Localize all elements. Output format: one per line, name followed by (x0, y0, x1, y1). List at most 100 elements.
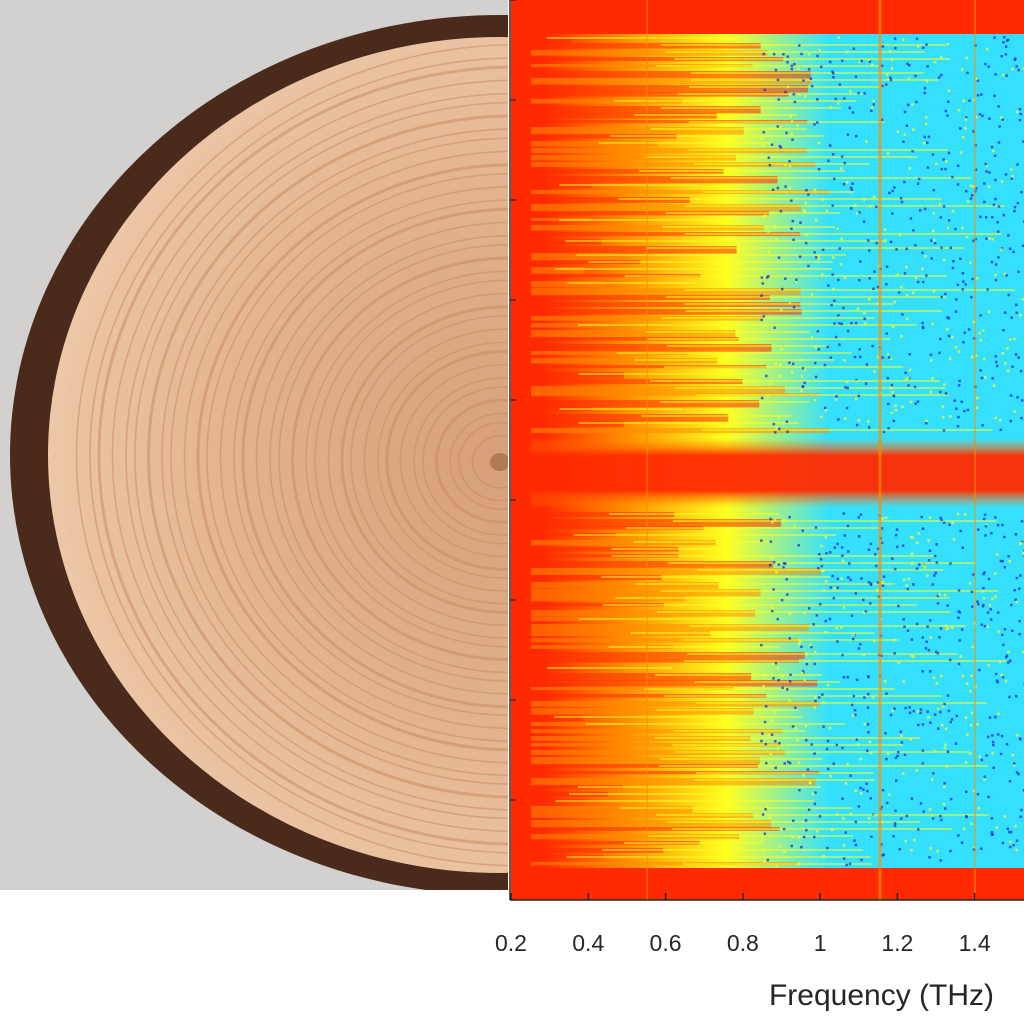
heatmap-noise-dot (807, 808, 811, 811)
heatmap-noise-dot (764, 674, 767, 677)
heatmap-noise-dot (760, 318, 763, 322)
heatmap-noise-dot (902, 680, 906, 683)
heatmap-noise-dot (767, 733, 770, 737)
heatmap-noise-dot (895, 545, 899, 549)
heatmap-noise-dot (947, 219, 951, 222)
heatmap-noise-dot (997, 256, 1000, 259)
heatmap-noise-dot (809, 643, 812, 647)
heatmap-noise-dot (904, 706, 907, 710)
heatmap-noise-dot (946, 627, 950, 630)
heatmap-noise-dot (922, 810, 925, 813)
heatmap-noise-dot (925, 79, 929, 83)
heatmap-noise-dot (790, 132, 793, 136)
heatmap-noise-dot (811, 84, 814, 88)
heatmap-noise-dot (817, 696, 821, 699)
heatmap-noise-dot (854, 592, 857, 595)
heatmap-noise-dot (946, 604, 949, 607)
heatmap-noise-dot (762, 143, 765, 147)
heatmap-streak (511, 274, 701, 278)
heatmap-noise-dot (919, 711, 922, 715)
heatmap-noise-dot (1001, 676, 1005, 679)
heatmap-noise-dot (929, 353, 933, 357)
x-tick-label: 0.2 (495, 930, 527, 956)
heatmap-noise-dot (779, 125, 782, 128)
heatmap-noise-dot (814, 526, 818, 529)
growth-ring (363, 328, 508, 592)
heatmap-noise-dot (905, 317, 909, 320)
heatmap-streak (634, 359, 835, 361)
heatmap-noise-dot (958, 639, 961, 642)
heatmap-noise-dot (933, 749, 937, 753)
heatmap-noise-dot (972, 239, 975, 243)
heatmap-noise-dot (779, 374, 782, 378)
heatmap-noise-dot (887, 427, 890, 430)
heatmap-noise-dot (806, 768, 810, 771)
heatmap-streak (615, 597, 950, 599)
heatmap-noise-dot (966, 682, 969, 685)
heatmap-noise-dot (838, 247, 841, 250)
heatmap-noise-dot (866, 723, 870, 726)
heatmap-noise-dot (884, 239, 887, 242)
heatmap-noise-dot (963, 513, 967, 516)
heatmap-noise-dot (788, 515, 791, 519)
heatmap-streak (511, 134, 677, 139)
heatmap-noise-dot (816, 330, 820, 333)
heatmap-noise-dot (965, 116, 968, 119)
heatmap-noise-dot (931, 153, 935, 156)
heatmap-noise-dot (800, 845, 803, 849)
heatmap-noise-dot (774, 740, 777, 743)
heatmap-noise-dot (1003, 535, 1006, 539)
heatmap-noise-dot (995, 364, 999, 368)
heatmap-streak (511, 106, 761, 114)
heatmap-noise-dot (983, 625, 987, 628)
heatmap-noise-dot (991, 377, 994, 380)
heatmap-noise-dot (885, 265, 889, 268)
heatmap-noise-dot (867, 692, 870, 696)
heatmap-noise-dot (947, 100, 950, 103)
heatmap-streak (602, 849, 864, 851)
heatmap-noise-dot (919, 708, 923, 711)
heatmap-noise-dot (926, 574, 929, 577)
heatmap-noise-dot (925, 640, 928, 643)
heatmap-noise-dot (842, 512, 845, 515)
heatmap-noise-dot (969, 752, 972, 755)
heatmap-noise-dot (907, 384, 910, 387)
heatmap-noise-dot (841, 653, 844, 657)
heatmap-noise-dot (891, 391, 894, 394)
growth-ring (377, 341, 508, 579)
heatmap-noise-dot (822, 701, 825, 704)
growth-ring (327, 292, 508, 627)
heatmap-noise-dot (940, 723, 944, 727)
heatmap-noise-dot (904, 371, 907, 374)
heatmap-noise-dot (1008, 560, 1011, 563)
heatmap-noise-dot (935, 682, 939, 685)
heatmap-noise-dot (939, 516, 942, 520)
heatmap-noise-dot (933, 713, 937, 716)
heatmap-streak (569, 793, 739, 795)
heatmap-noise-dot (889, 713, 893, 717)
heatmap-noise-dot (963, 409, 966, 413)
heatmap-noise-dot (761, 282, 764, 285)
heatmap-noise-dot (908, 353, 911, 356)
heatmap-streak (511, 414, 729, 422)
heatmap-noise-dot (881, 356, 884, 359)
heatmap-noise-dot (891, 325, 895, 328)
heatmap-noise-dot (842, 817, 845, 820)
heatmap-noise-dot (1017, 68, 1020, 72)
heatmap-streak (511, 652, 805, 660)
heatmap-noise-dot (798, 640, 801, 643)
wood-slice-illustration (0, 0, 508, 890)
heatmap-streak (646, 247, 965, 249)
heatmap-noise-dot (773, 710, 776, 713)
heatmap-noise-dot (797, 642, 801, 646)
heatmap-noise-dot (785, 131, 788, 135)
heatmap-noise-dot (1000, 734, 1004, 738)
heatmap-streak (511, 554, 679, 558)
heatmap-noise-dot (863, 696, 866, 699)
heatmap-noise-dot (840, 577, 843, 580)
heatmap-noise-dot (776, 125, 779, 128)
heatmap-noise-dot (832, 762, 835, 765)
heatmap-noise-dot (873, 814, 876, 817)
heatmap-noise-dot (1011, 68, 1014, 71)
heatmap-noise-dot (943, 782, 946, 785)
